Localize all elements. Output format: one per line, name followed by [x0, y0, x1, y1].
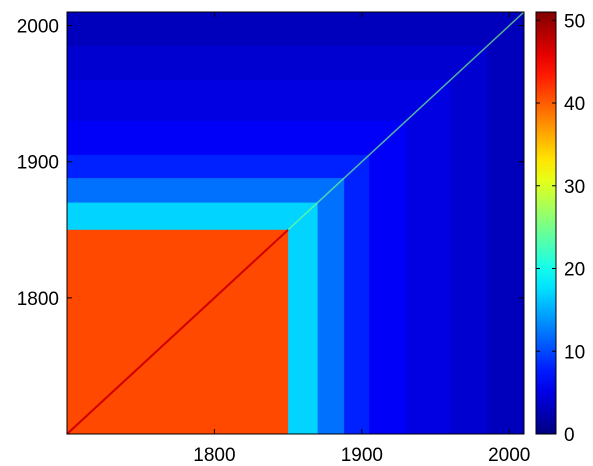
- colorbar-tick-label: 30: [564, 177, 585, 198]
- y-tick-label: 2000: [17, 17, 59, 38]
- colorbar-tick-label: 10: [564, 342, 585, 363]
- plot-frame: [66, 11, 525, 435]
- y-tick-label: 1800: [17, 289, 59, 310]
- plot-area: [66, 11, 525, 435]
- x-tick-label: 2000: [488, 445, 530, 466]
- x-axis: 1800 1900 2000: [193, 12, 530, 466]
- colorbar-tick-label: 50: [564, 11, 585, 32]
- x-tick-label: 1900: [341, 445, 383, 466]
- diagonal-line-early: [66, 229, 289, 435]
- y-axis: 1800 1900 2000: [17, 17, 524, 310]
- diagonal-line-late: [287, 11, 525, 231]
- colorbar: 0 10 20 30 40 50: [535, 11, 585, 446]
- x-tick-label: 1800: [193, 445, 235, 466]
- colorbar-tick-label: 40: [564, 94, 585, 115]
- colorbar-tick-label: 0: [564, 425, 575, 446]
- axes-frame: [66, 11, 525, 435]
- y-tick-label: 1900: [17, 153, 59, 174]
- colorbar-scale: [535, 11, 557, 435]
- colorbar-tick-label: 20: [564, 260, 585, 281]
